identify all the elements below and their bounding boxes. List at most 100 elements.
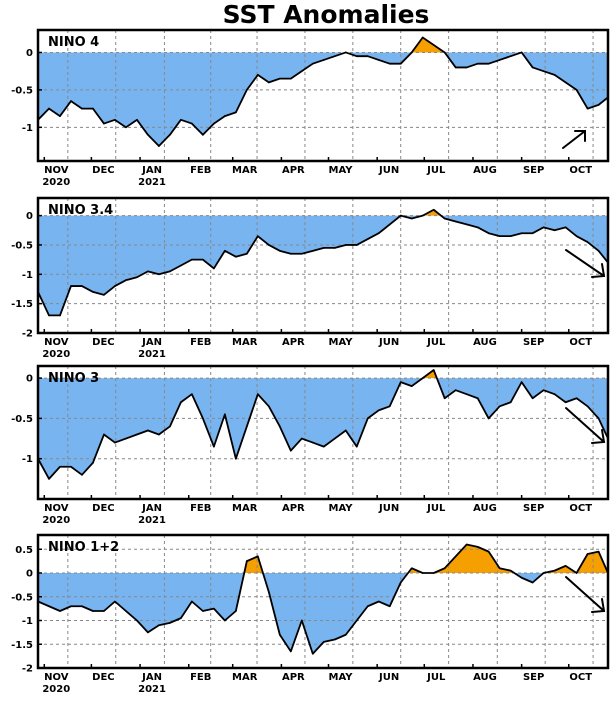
data-point	[290, 449, 292, 452]
trend-arrow	[565, 407, 606, 444]
month-label: JAN	[141, 672, 162, 683]
data-point	[81, 107, 83, 110]
data-point	[114, 441, 116, 444]
data-point	[136, 619, 138, 622]
month-label: DEC	[92, 672, 114, 683]
month-label: JAN	[141, 165, 162, 176]
data-point	[235, 111, 237, 114]
data-point	[202, 258, 204, 261]
y-tick-label: -0.5	[11, 85, 33, 96]
data-point	[586, 553, 589, 555]
data-point	[355, 244, 358, 246]
data-point	[147, 429, 149, 432]
panel-title: NINO 3.4	[48, 203, 113, 218]
panel-frame	[36, 28, 610, 163]
data-point	[290, 252, 292, 255]
data-point	[235, 610, 237, 612]
month-label: OCT	[569, 165, 592, 176]
data-point	[158, 624, 160, 627]
data-point	[366, 605, 369, 608]
data-point	[81, 474, 83, 476]
panel-title: NINO 3	[48, 371, 99, 386]
data-point	[399, 381, 402, 383]
month-label: AUG	[473, 503, 497, 514]
data-point	[268, 405, 270, 408]
data-point	[202, 134, 204, 136]
data-point	[322, 59, 325, 61]
data-point	[575, 397, 578, 400]
data-point	[410, 217, 413, 220]
year-label: 2020	[42, 515, 70, 526]
year-label: 2020	[42, 684, 70, 695]
data-point	[531, 581, 534, 584]
data-point	[180, 617, 182, 619]
data-point	[202, 610, 204, 612]
month-label: AUG	[473, 672, 497, 683]
plot-area	[38, 366, 608, 499]
data-point	[191, 122, 193, 125]
data-point	[432, 572, 435, 574]
data-point	[125, 126, 127, 129]
data-point	[125, 610, 127, 612]
month-label: FEB	[190, 503, 211, 514]
data-point	[498, 235, 501, 237]
data-point	[509, 401, 512, 404]
data-point	[542, 70, 545, 72]
data-point	[465, 66, 468, 69]
data-point	[476, 397, 479, 400]
plot-area	[38, 535, 608, 668]
negative-anomaly-fill	[38, 378, 608, 479]
data-point	[597, 104, 600, 106]
data-point	[191, 393, 193, 396]
data-point	[564, 81, 567, 84]
data-point	[246, 425, 248, 428]
data-point	[344, 244, 347, 246]
data-point	[333, 55, 336, 57]
data-point	[366, 417, 369, 420]
data-point	[465, 223, 468, 226]
y-tick-label: -2	[22, 664, 33, 675]
data-point	[191, 258, 193, 261]
data-point	[311, 652, 314, 655]
data-point	[564, 226, 567, 229]
data-point	[465, 543, 468, 546]
data-point	[301, 70, 303, 72]
month-label: JUL	[426, 337, 446, 348]
data-point	[70, 465, 72, 468]
data-point	[542, 572, 545, 574]
data-point	[575, 572, 578, 574]
positive-anomaly-fill	[411, 37, 445, 53]
panel-title: NINO 4	[48, 35, 99, 50]
data-point	[377, 59, 380, 61]
year-label: 2021	[138, 684, 166, 695]
data-point	[301, 252, 303, 255]
data-point	[158, 433, 160, 436]
month-label: NOV	[44, 672, 69, 683]
data-point	[279, 425, 281, 428]
data-point	[443, 567, 446, 570]
data-point	[509, 569, 512, 572]
year-label: 2021	[138, 177, 166, 188]
data-point	[344, 51, 347, 54]
y-tick-label: -2	[22, 329, 33, 340]
month-label: NOV	[44, 165, 69, 176]
data-point	[443, 217, 446, 220]
data-point	[410, 385, 413, 387]
data-point	[257, 555, 259, 558]
data-point	[136, 119, 138, 121]
month-label: JAN	[141, 503, 162, 514]
data-point	[454, 66, 457, 69]
data-point	[344, 633, 347, 636]
data-point	[498, 405, 501, 408]
data-point	[257, 74, 259, 76]
data-point	[520, 576, 523, 579]
data-point	[553, 393, 556, 396]
data-point	[421, 572, 424, 574]
data-point	[81, 605, 83, 608]
data-point	[432, 208, 435, 211]
panel-nino-1-2: 0.5 0 -0.5 -1 -1.5 -2 NINO 1+2 NOV DEC JAN FEB MAR A…	[11, 533, 610, 695]
data-point	[268, 244, 270, 246]
data-point	[553, 74, 556, 76]
data-point	[388, 223, 391, 226]
data-point	[114, 119, 116, 121]
